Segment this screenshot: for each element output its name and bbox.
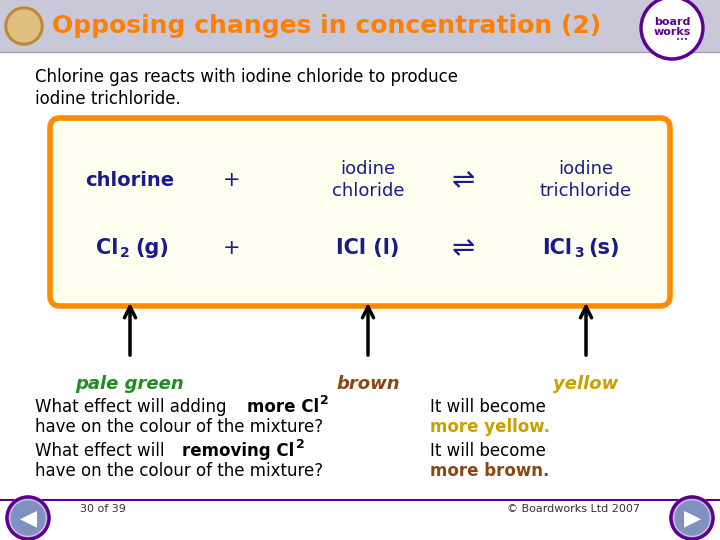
Text: ◀: ◀ [19,508,37,528]
Text: It will become: It will become [430,442,546,460]
Text: chlorine: chlorine [86,171,174,190]
Text: Cl: Cl [96,238,118,258]
Text: yellow: yellow [554,375,618,393]
Text: •••: ••• [676,37,688,43]
Text: It will become: It will become [430,398,546,416]
Text: ⇌: ⇌ [451,166,474,194]
Text: iodine
trichloride: iodine trichloride [540,160,632,200]
Text: iodine
chloride: iodine chloride [332,160,404,200]
Circle shape [8,10,40,42]
Text: more yellow.: more yellow. [430,418,550,436]
Circle shape [11,501,45,535]
Text: more brown.: more brown. [430,462,549,480]
Text: 2: 2 [120,246,130,260]
Text: 30 of 39: 30 of 39 [80,504,126,514]
Text: works: works [653,27,690,37]
Text: (g): (g) [135,238,169,258]
Text: ⇌: ⇌ [451,234,474,262]
Text: iodine trichloride.: iodine trichloride. [35,90,181,108]
Circle shape [6,496,50,540]
Text: removing Cl: removing Cl [182,442,294,460]
Text: 2: 2 [320,394,329,407]
Text: have on the colour of the mixture?: have on the colour of the mixture? [35,418,323,436]
Text: What effect will: What effect will [35,442,170,460]
Text: brown: brown [336,375,400,393]
Text: have on the colour of the mixture?: have on the colour of the mixture? [35,462,323,480]
Text: board: board [654,17,690,27]
Text: pale green: pale green [76,375,184,393]
Text: ICl: ICl [542,238,572,258]
Bar [0,0,720,52]
Circle shape [670,496,714,540]
Text: more Cl: more Cl [247,398,319,416]
Circle shape [640,0,704,60]
Text: What effect will adding: What effect will adding [35,398,232,416]
Text: ICl (l): ICl (l) [336,238,400,258]
FancyBboxPatch shape [50,118,670,306]
Text: 2: 2 [296,438,305,451]
Text: 3: 3 [574,246,584,260]
Text: Opposing changes in concentration (2): Opposing changes in concentration (2) [52,14,601,38]
Text: (s): (s) [588,238,619,258]
Circle shape [5,7,43,45]
Circle shape [675,501,709,535]
Text: +: + [223,170,240,190]
Text: +: + [223,238,240,258]
Text: © Boardworks Ltd 2007: © Boardworks Ltd 2007 [507,504,640,514]
Text: ▶: ▶ [683,508,701,528]
Text: Chlorine gas reacts with iodine chloride to produce: Chlorine gas reacts with iodine chloride… [35,68,458,86]
